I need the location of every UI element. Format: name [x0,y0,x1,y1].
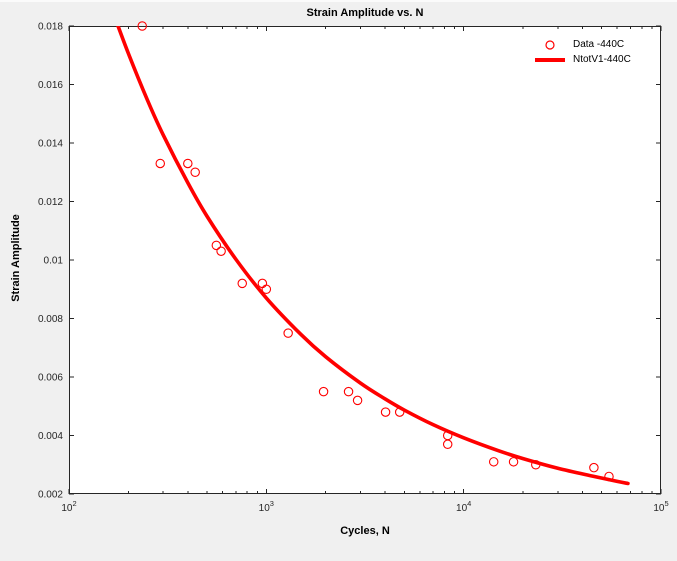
data-point [343,386,354,397]
legend-circle-marker-icon [534,39,566,51]
data-point [488,457,499,467]
legend-entry-fit: NtotV1-440C [534,52,631,67]
data-point [211,240,222,251]
data-point [155,158,166,169]
y-tick-label: 0.004 [38,431,63,442]
y-tick-label: 0.01 [44,256,64,267]
legend: Data -440C NtotV1-440C [534,37,631,67]
plot-area [69,26,661,494]
data-point [190,167,200,178]
y-axis-label: Strain Amplitude [10,214,22,302]
x-tick-label: 104 [456,499,471,514]
legend-line-marker-icon [534,57,566,63]
axis-box [69,26,661,494]
x-tick-label: 105 [653,499,668,514]
data-point [352,395,363,406]
legend-entry-data: Data -440C [534,37,631,52]
data-point [442,439,453,450]
data-point [283,328,293,338]
chart-title: Strain Amplitude vs. N [306,7,424,19]
y-tick-label: 0.002 [38,490,63,501]
data-point [380,407,391,417]
data-point [531,459,541,470]
y-tick-label: 0.018 [38,22,63,33]
data-point [589,462,599,473]
data-point [508,457,519,467]
y-tick-label: 0.014 [38,139,63,150]
data-point [604,471,614,482]
data-point [318,386,329,397]
legend-entry-label: Data -440C [573,39,625,50]
data-point [216,246,226,256]
data-point [137,21,147,31]
y-tick-label: 0.016 [38,80,63,91]
x-tick-label: 103 [259,499,274,514]
fit-line [116,26,630,486]
x-tick-label: 102 [61,499,76,514]
x-axis-label: Cycles, N [340,525,390,537]
legend-entry-label: NtotV1-440C [573,54,631,65]
y-tick-label: 0.006 [38,373,63,384]
data-point [394,407,405,417]
y-tick-label: 0.012 [38,197,63,208]
data-point [261,284,272,294]
y-tick-label: 0.008 [38,314,63,325]
data-point [183,158,193,169]
data-point [237,278,248,289]
